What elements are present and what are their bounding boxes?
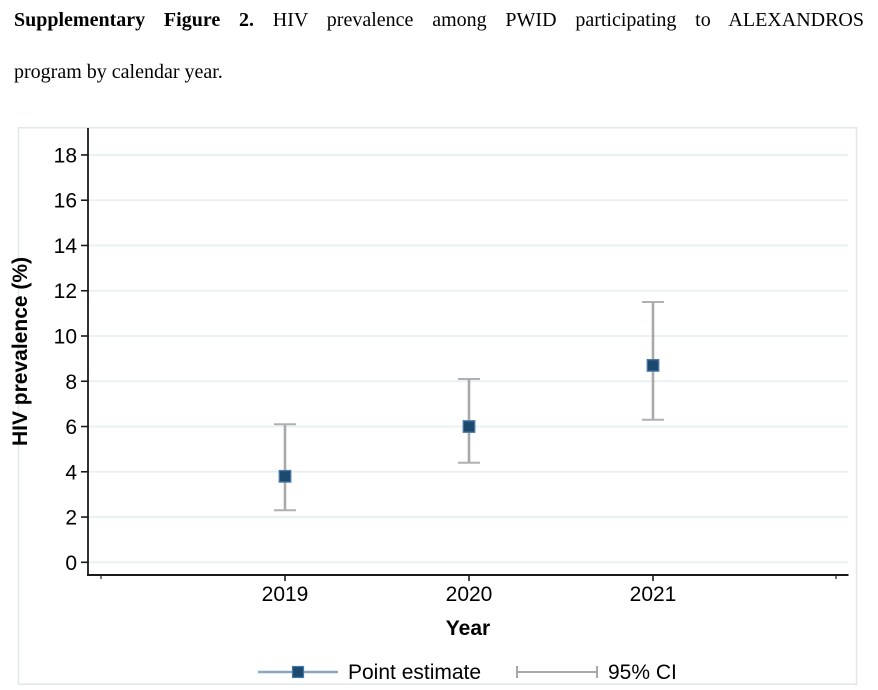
y-tick-label: 4: [65, 461, 77, 484]
legend-point-estimate-label: Point estimate: [348, 661, 481, 684]
y-tick-label: 12: [54, 280, 77, 303]
point-marker: [646, 359, 660, 372]
point-marker: [462, 420, 476, 433]
y-tick-label: 18: [54, 144, 77, 167]
y-tick-label: 16: [54, 190, 77, 213]
caption-line-2: program by calendar year.: [14, 61, 223, 83]
legend-ci-label: 95% CI: [608, 661, 677, 684]
y-axis-title: HIV prevalence (%): [9, 257, 32, 446]
y-tick-label: 14: [54, 235, 78, 258]
caption-figure-label: Supplementary Figure 2.: [14, 9, 255, 31]
y-tick-label: 6: [65, 416, 77, 439]
prevalence-chart: 0 2 4 6 8 10 12 14 16 18 2019 2020 2021 HIV prevalenc…: [9, 127, 858, 685]
point-marker: [278, 469, 292, 483]
graph-region-border: [17, 127, 858, 685]
x-axis-title: Year: [446, 617, 490, 640]
y-tick-label: 0: [65, 552, 77, 575]
x-tick-label: 2019: [262, 583, 309, 606]
x-tick-label: 2021: [630, 583, 677, 606]
y-tick-label: 10: [54, 326, 77, 349]
y-tick-label: 2: [65, 507, 77, 530]
figure-caption: Supplementary Figure 2. HIV prevalence a…: [14, 8, 864, 84]
caption-text-line1: HIV prevalence among PWID participating …: [254, 9, 864, 31]
y-tick-label: 8: [65, 371, 77, 394]
chart-container: 0 2 4 6 8 10 12 14 16 18 2019 2020 2021 HIV prevalenc…: [0, 127, 878, 685]
caption-line-1: Supplementary Figure 2. HIV prevalence a…: [14, 8, 864, 32]
x-tick-label: 2020: [446, 583, 493, 606]
legend-point-estimate-marker: [291, 665, 305, 679]
